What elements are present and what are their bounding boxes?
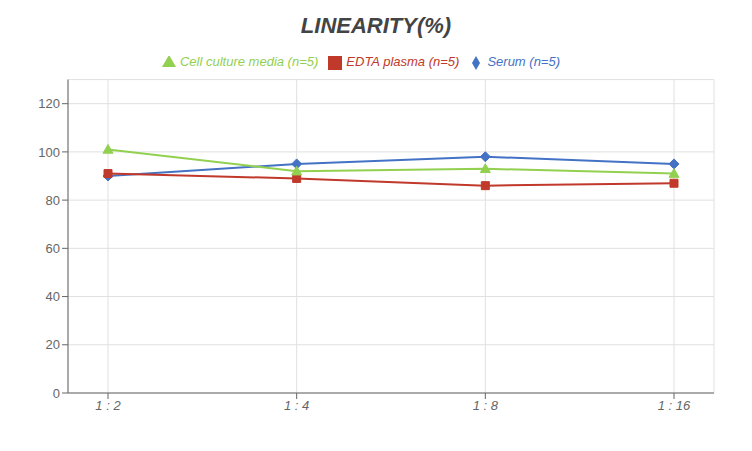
html-text:Serum (n=5): Serum (n=5) xyxy=(487,54,560,69)
svg-text:1 : 2: 1 : 2 xyxy=(95,398,121,413)
svg-text:80: 80 xyxy=(46,193,60,208)
svg-text:40: 40 xyxy=(46,289,60,304)
svg-text:120: 120 xyxy=(38,96,60,111)
svg-text:1 : 4: 1 : 4 xyxy=(284,398,309,413)
svg-text:20: 20 xyxy=(46,337,60,352)
html-text:Cell culture media (n=5): Cell culture media (n=5) xyxy=(180,54,319,69)
svg-text:1 : 16: 1 : 16 xyxy=(658,398,691,413)
svg-text:60: 60 xyxy=(46,241,60,256)
svg-text:100: 100 xyxy=(38,145,60,160)
html-text:EDTA plasma (n=5): EDTA plasma (n=5) xyxy=(346,54,460,69)
svg-text:1 : 8: 1 : 8 xyxy=(473,398,499,413)
html-text:LINEARITY(%): LINEARITY(%) xyxy=(300,13,452,38)
svg-text:0: 0 xyxy=(53,386,60,401)
